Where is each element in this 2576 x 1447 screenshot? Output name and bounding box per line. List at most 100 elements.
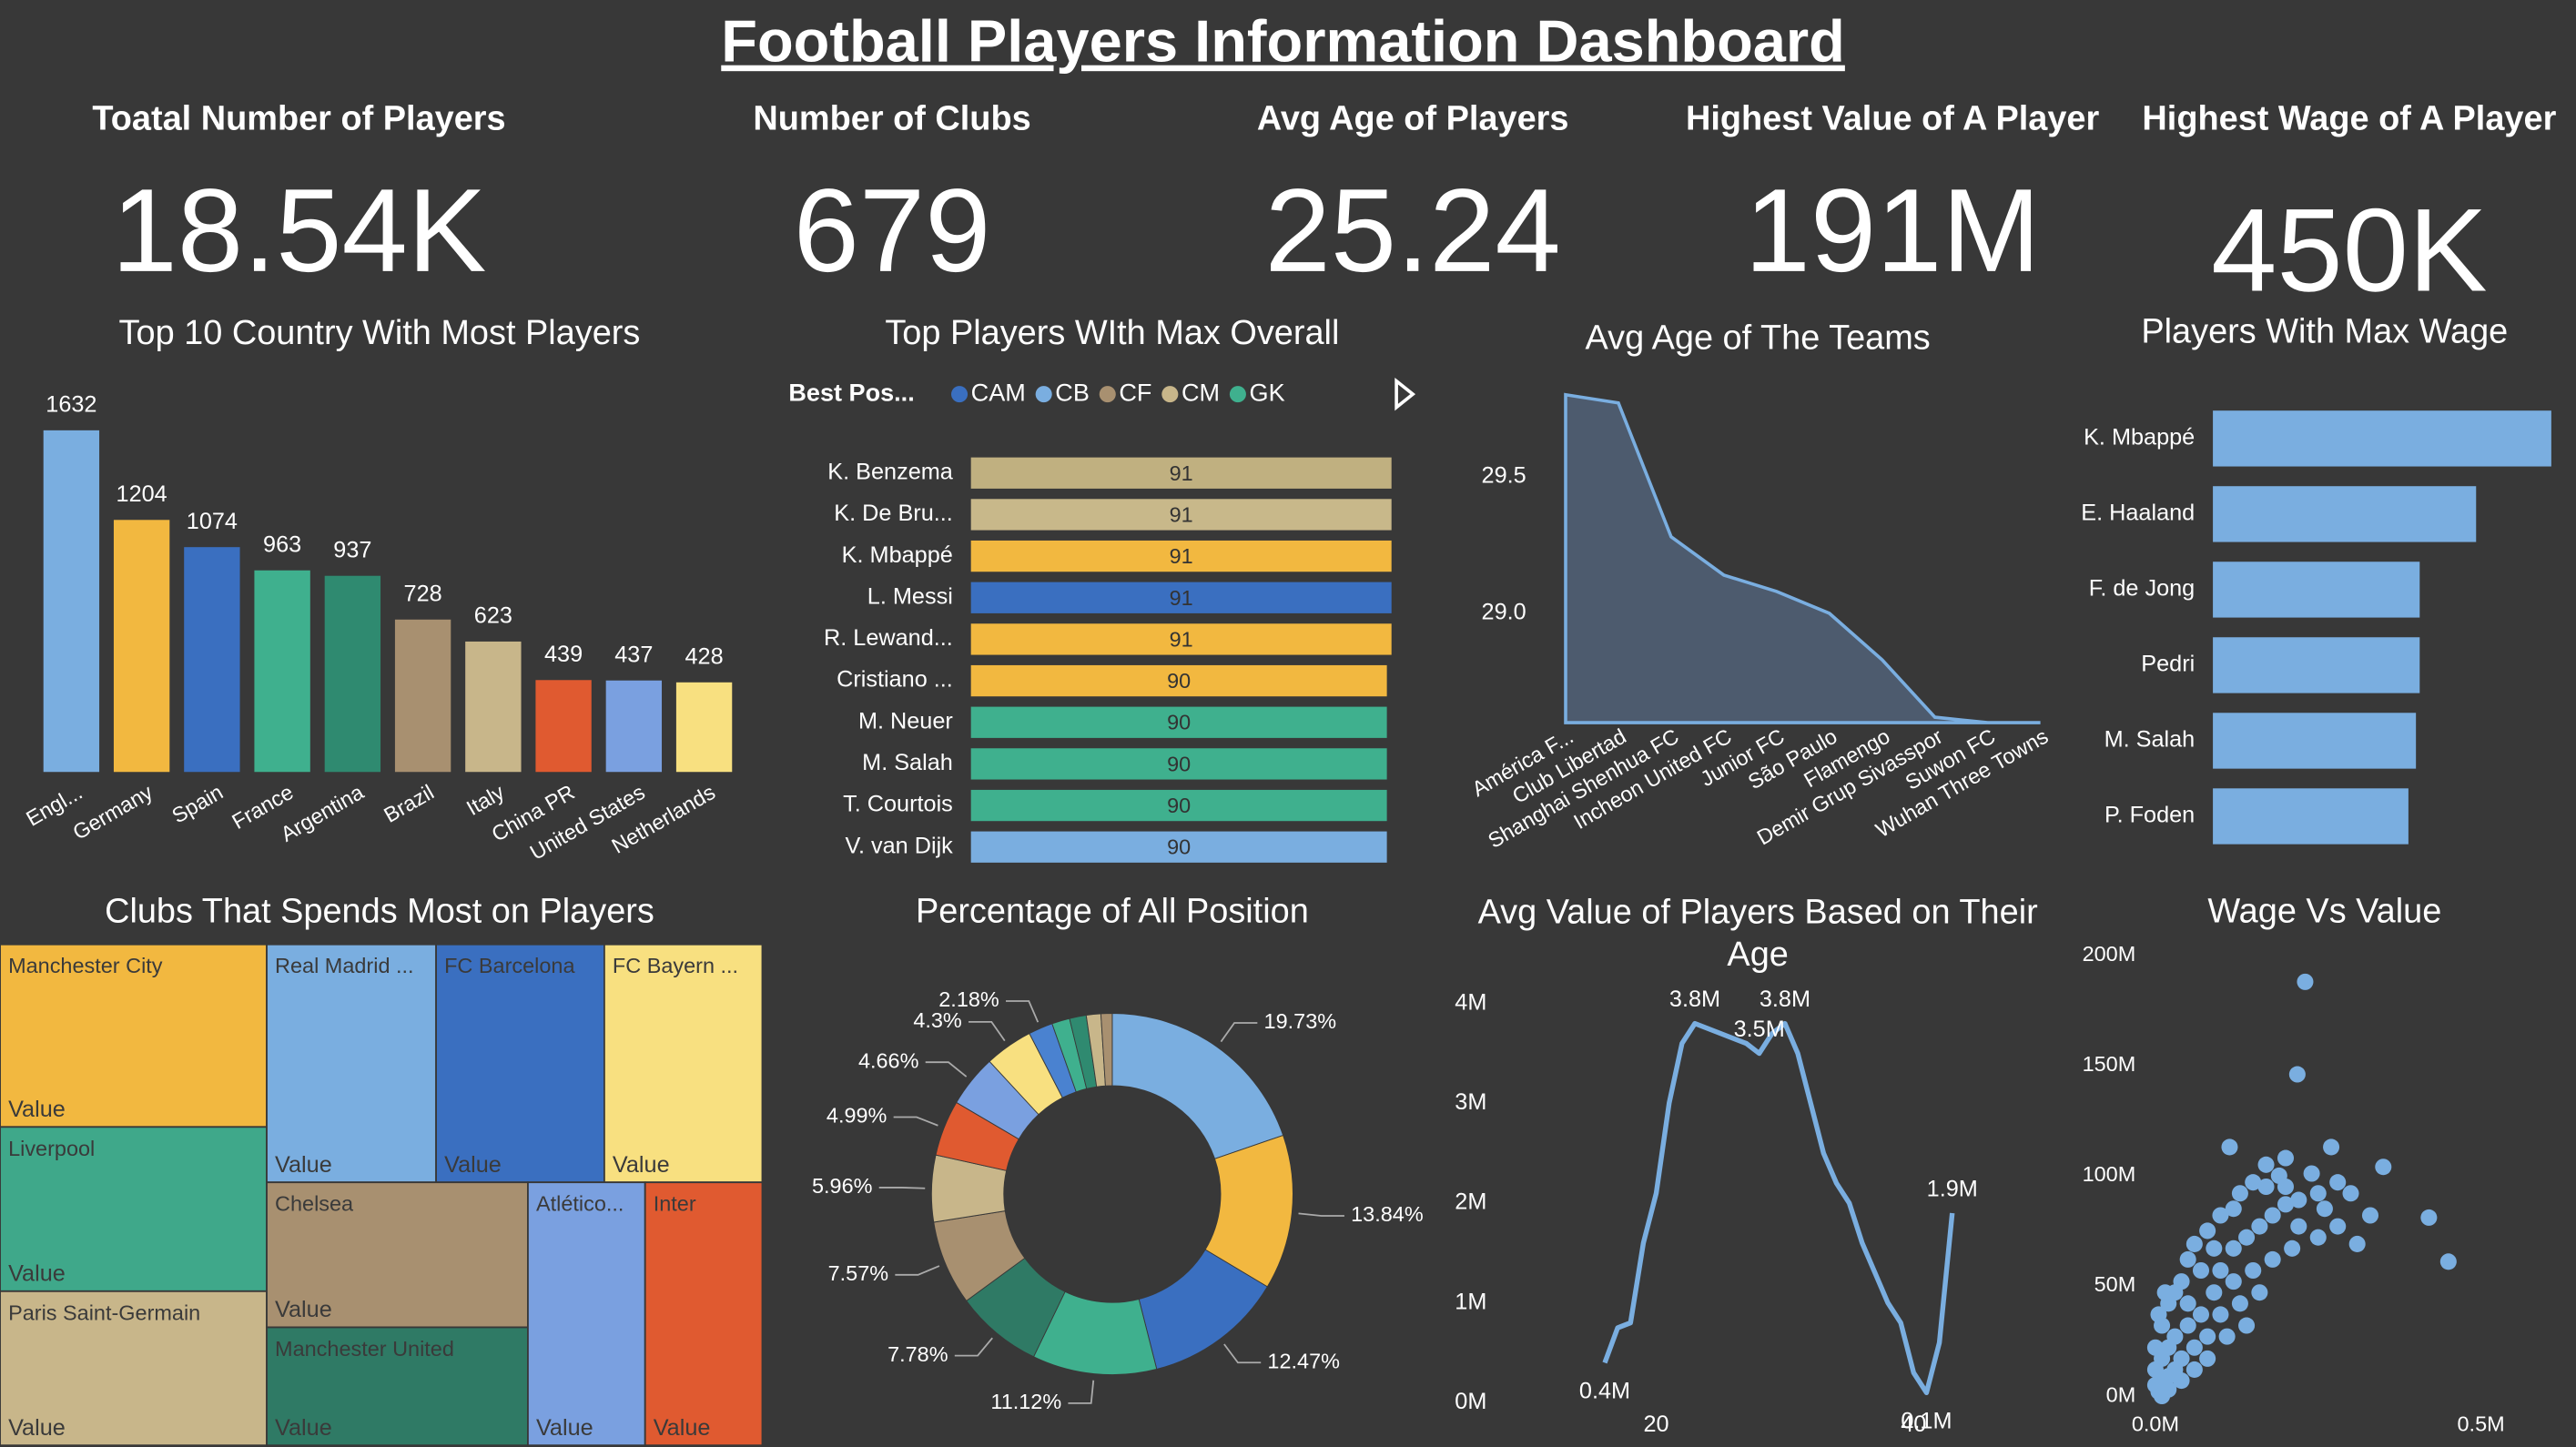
data-label: 91 — [1170, 461, 1193, 485]
leader-line — [878, 1187, 926, 1189]
chart-title: Wage Vs Value — [2207, 892, 2441, 930]
scatter-point — [2290, 1218, 2307, 1235]
leader-line — [1068, 1380, 1095, 1404]
y-tick-label: M. Salah — [2104, 727, 2196, 753]
kpi-value: 25.24 — [1265, 164, 1561, 297]
y-tick-label: 100M — [2083, 1162, 2136, 1186]
chart-title: Top Players WIth Max Overall — [885, 314, 1339, 352]
scatter-point — [2179, 1295, 2196, 1312]
scatter-point — [2212, 1207, 2229, 1224]
scatter-point — [2146, 1339, 2164, 1356]
scatter-point — [2420, 1209, 2438, 1226]
leader-line — [1223, 1343, 1262, 1364]
y-tick-label: 29.5 — [1482, 462, 1526, 488]
treemap-cell — [527, 1181, 646, 1447]
data-label: 1632 — [46, 391, 96, 417]
chart-title: Percentage of All Position — [916, 892, 1309, 930]
scatter-point — [2192, 1306, 2210, 1323]
scatter-point — [2160, 1381, 2177, 1398]
scatter-point — [2238, 1317, 2256, 1334]
cell-label: Liverpool — [8, 1137, 95, 1160]
treemap-cell — [603, 943, 764, 1184]
data-label: 91 — [1170, 627, 1193, 651]
bar — [113, 520, 170, 773]
bar — [2213, 788, 2409, 845]
bar — [2213, 713, 2417, 769]
data-label: 7.78% — [887, 1342, 948, 1366]
cell-label: FC Bayern ... — [613, 954, 738, 977]
cell-value-label: Value — [444, 1152, 502, 1178]
leader-line — [1006, 1000, 1040, 1023]
bar — [675, 682, 733, 773]
data-label: 0.4M — [1579, 1379, 1630, 1404]
bar — [535, 680, 592, 773]
cell-value-label: Value — [275, 1415, 332, 1441]
bar — [2213, 410, 2551, 467]
legend-swatch — [1161, 386, 1179, 403]
data-label: 3.8M — [1760, 987, 1810, 1012]
legend-label: CF — [1119, 378, 1151, 406]
bar — [970, 623, 1392, 655]
scatter-point — [2199, 1222, 2216, 1240]
bar — [970, 789, 1387, 822]
bar — [605, 680, 663, 773]
scatter-point — [2192, 1261, 2210, 1280]
leader-line — [895, 1265, 940, 1276]
data-label: 7.57% — [828, 1261, 889, 1285]
scatter-point — [2251, 1218, 2268, 1235]
kpi-label-box: Highest Wage of A Player — [2142, 100, 2556, 138]
scatter-point — [2375, 1159, 2392, 1176]
y-tick-label: 4M — [1455, 989, 1486, 1015]
data-label: 437 — [614, 642, 653, 667]
leader-line — [969, 1020, 1006, 1042]
data-label: 91 — [1170, 544, 1193, 568]
x-tick-label: 0.5M — [2458, 1412, 2505, 1436]
scatter-point — [2156, 1284, 2174, 1301]
kpi-value: 450K — [2211, 183, 2487, 316]
bar — [970, 748, 1387, 780]
bar — [2213, 562, 2420, 618]
scatter-point — [2264, 1207, 2281, 1224]
bar — [970, 457, 1392, 489]
line — [1602, 1020, 1955, 1396]
scatter-point — [2264, 1250, 2281, 1268]
y-tick-label: F. de Jong — [2089, 576, 2196, 602]
y-tick-label: 150M — [2083, 1052, 2136, 1076]
leader-line — [893, 1116, 938, 1127]
data-label: 90 — [1167, 794, 1191, 817]
x-tick-label: 40 — [1901, 1412, 1926, 1437]
data-label: 90 — [1167, 752, 1191, 775]
data-label: 19.73% — [1264, 1009, 1337, 1033]
treemap-cell — [266, 1181, 529, 1329]
scatter-point — [2361, 1207, 2379, 1224]
cell-label: Inter — [654, 1192, 696, 1216]
legend-label: CAM — [971, 378, 1026, 406]
legend-title: Best Pos... — [788, 378, 914, 406]
cell-label: Atlético... — [536, 1192, 624, 1216]
legend-scroll-arrow[interactable] — [1394, 377, 1416, 411]
bar — [970, 540, 1392, 572]
scatter-point — [2277, 1149, 2295, 1167]
chart-title: Top 10 Country With Most Players — [119, 314, 641, 352]
scatter-point — [2303, 1165, 2320, 1182]
legend-swatch — [1035, 386, 1052, 403]
scatter-point — [2251, 1284, 2268, 1301]
scatter-point — [2206, 1284, 2223, 1301]
y-tick-label: K. Mbappé — [842, 542, 953, 568]
legend-label: CB — [1055, 378, 1090, 406]
scatter-point — [2245, 1261, 2262, 1280]
donut-slice — [1100, 1013, 1113, 1087]
scatter-point — [2199, 1350, 2216, 1367]
data-label: 3.8M — [1669, 987, 1720, 1012]
data-label: 5.96% — [812, 1174, 873, 1198]
y-tick-label: L. Messi — [867, 583, 953, 609]
scatter-point — [2179, 1250, 2196, 1268]
cell-value-label: Value — [8, 1415, 66, 1441]
scatter-point — [2323, 1138, 2340, 1156]
cell-value-label: Value — [275, 1152, 332, 1178]
scatter-point — [2238, 1229, 2256, 1246]
bar — [970, 706, 1387, 738]
y-tick-label: 50M — [2094, 1272, 2136, 1296]
x-tick-label: 20 — [1644, 1412, 1669, 1437]
